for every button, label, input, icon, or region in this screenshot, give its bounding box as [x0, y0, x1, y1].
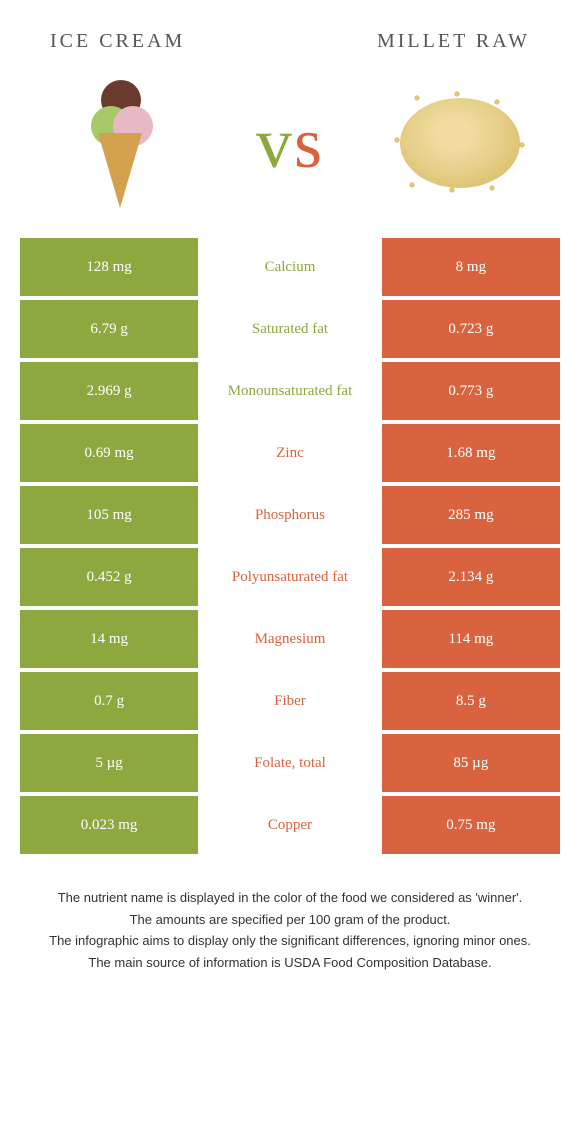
right-value: 1.68 mg — [382, 424, 560, 482]
table-row: 5 µgFolate, total85 µg — [20, 734, 560, 792]
table-row: 6.79 gSaturated fat0.723 g — [20, 300, 560, 358]
right-value: 8 mg — [382, 238, 560, 296]
table-row: 2.969 gMonounsaturated fat0.773 g — [20, 362, 560, 420]
table-row: 0.69 mgZinc1.68 mg — [20, 424, 560, 482]
table-row: 14 mgMagnesium114 mg — [20, 610, 560, 668]
table-row: 0.7 gFiber8.5 g — [20, 672, 560, 730]
vs-s: s — [294, 103, 324, 183]
left-value: 0.023 mg — [20, 796, 198, 854]
right-food-title: Millet raw — [377, 30, 530, 53]
vs-v: v — [256, 103, 294, 183]
left-value: 128 mg — [20, 238, 198, 296]
left-value: 6.79 g — [20, 300, 198, 358]
nutrient-label: Phosphorus — [198, 486, 382, 544]
nutrient-table: 128 mgCalcium8 mg6.79 gSaturated fat0.72… — [20, 238, 560, 854]
footer-notes: The nutrient name is displayed in the co… — [20, 858, 560, 972]
table-row: 0.023 mgCopper0.75 mg — [20, 796, 560, 854]
right-value: 8.5 g — [382, 672, 560, 730]
right-value: 0.773 g — [382, 362, 560, 420]
header-row: Ice Cream Millet raw — [20, 20, 560, 73]
right-value: 85 µg — [382, 734, 560, 792]
left-value: 14 mg — [20, 610, 198, 668]
nutrient-label: Folate, total — [198, 734, 382, 792]
nutrient-label: Saturated fat — [198, 300, 382, 358]
right-value: 2.134 g — [382, 548, 560, 606]
table-row: 128 mgCalcium8 mg — [20, 238, 560, 296]
right-value: 0.723 g — [382, 300, 560, 358]
footer-line-1: The nutrient name is displayed in the co… — [30, 888, 550, 908]
left-value: 105 mg — [20, 486, 198, 544]
footer-line-2: The amounts are specified per 100 gram o… — [30, 910, 550, 930]
left-value: 0.7 g — [20, 672, 198, 730]
vs-label: vs — [256, 102, 324, 185]
nutrient-label: Polyunsaturated fat — [198, 548, 382, 606]
left-value: 0.452 g — [20, 548, 198, 606]
table-row: 105 mgPhosphorus285 mg — [20, 486, 560, 544]
right-value: 114 mg — [382, 610, 560, 668]
left-value: 5 µg — [20, 734, 198, 792]
footer-line-3: The infographic aims to display only the… — [30, 931, 550, 951]
ice-cream-icon — [50, 73, 190, 213]
left-value: 2.969 g — [20, 362, 198, 420]
nutrient-label: Magnesium — [198, 610, 382, 668]
nutrient-label: Calcium — [198, 238, 382, 296]
millet-icon — [390, 73, 530, 213]
infographic-container: Ice Cream Millet raw vs — [0, 0, 580, 994]
left-value: 0.69 mg — [20, 424, 198, 482]
nutrient-label: Zinc — [198, 424, 382, 482]
nutrient-label: Fiber — [198, 672, 382, 730]
left-food-title: Ice Cream — [50, 30, 185, 53]
nutrient-label: Copper — [198, 796, 382, 854]
footer-line-4: The main source of information is USDA F… — [30, 953, 550, 973]
right-value: 0.75 mg — [382, 796, 560, 854]
nutrient-label: Monounsaturated fat — [198, 362, 382, 420]
right-value: 285 mg — [382, 486, 560, 544]
table-row: 0.452 gPolyunsaturated fat2.134 g — [20, 548, 560, 606]
vs-row: vs — [20, 73, 560, 238]
